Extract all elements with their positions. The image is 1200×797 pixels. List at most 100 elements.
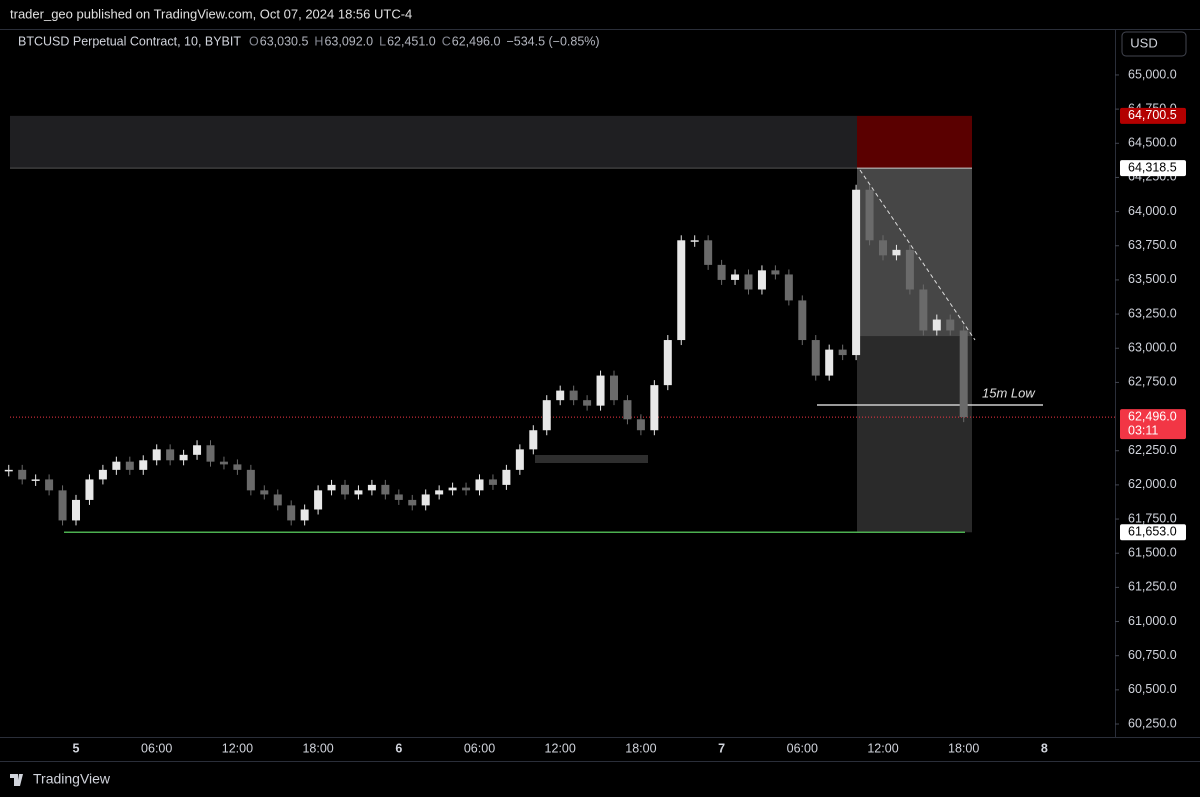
candle: [166, 449, 175, 461]
x-tick-label: 12:00: [867, 741, 898, 755]
candle: [394, 494, 403, 500]
stop-zone: [857, 115, 972, 169]
currency-label[interactable]: USD: [1130, 35, 1157, 50]
ohlc-key: L: [379, 34, 386, 48]
candle: [381, 484, 390, 495]
candle: [757, 270, 766, 290]
price-label: 62,496.0: [1128, 409, 1177, 423]
y-tick-label: 61,750.0: [1128, 511, 1177, 525]
y-tick-label: 61,000.0: [1128, 614, 1177, 628]
countdown: 03:11: [1128, 423, 1158, 437]
candle: [367, 484, 376, 491]
candle: [946, 319, 955, 331]
x-tick-label: 12:00: [545, 741, 576, 755]
candle: [717, 264, 726, 280]
x-tick-label: 06:00: [787, 741, 818, 755]
candle: [219, 461, 228, 465]
ohlc-value: 63,092.0: [324, 34, 373, 48]
symbol: BTCUSD Perpetual Contract, 10, BYBIT: [18, 34, 241, 48]
candle: [529, 430, 538, 450]
ohlc-key: C: [442, 34, 451, 48]
y-tick-label: 63,500.0: [1128, 272, 1177, 286]
candle: [300, 509, 309, 521]
candle: [260, 490, 269, 495]
candle: [636, 419, 645, 431]
price-label-box: [1120, 409, 1186, 440]
candle: [784, 274, 793, 301]
candle: [932, 319, 941, 331]
candle: [327, 484, 336, 491]
candle: [623, 400, 632, 420]
y-tick-label: 64,500.0: [1128, 136, 1177, 150]
candle: [72, 499, 80, 521]
price-label: 61,653.0: [1128, 525, 1177, 539]
ohlc-key: H: [314, 34, 323, 48]
y-tick-label: 62,000.0: [1128, 477, 1177, 491]
price-label: 64,700.5: [1128, 108, 1177, 122]
y-tick-label: 63,750.0: [1128, 238, 1177, 252]
candle: [959, 330, 968, 418]
candle: [273, 494, 282, 506]
range-box: [535, 455, 648, 463]
candle: [85, 479, 94, 500]
y-tick-label: 65,000.0: [1128, 67, 1177, 81]
candle: [596, 375, 605, 406]
candle: [341, 484, 349, 495]
brand-logo: [10, 774, 23, 786]
candle: [569, 390, 578, 401]
candle: [435, 490, 444, 495]
candle: [515, 449, 524, 470]
x-tick-label: 8: [1041, 741, 1048, 755]
candle: [610, 375, 618, 401]
x-tick-label: 06:00: [141, 741, 172, 755]
candle: [246, 469, 255, 491]
publisher: trader_geo published on TradingView.com,…: [10, 6, 412, 21]
currency-button[interactable]: [1121, 31, 1187, 57]
candle: [287, 505, 296, 521]
candle: [838, 349, 847, 356]
candle: [421, 494, 430, 506]
y-tick-label: 63,000.0: [1128, 341, 1177, 355]
candle: [233, 464, 242, 470]
y-tick-label: 61,500.0: [1128, 546, 1177, 560]
candle: [475, 479, 484, 491]
candle: [798, 300, 807, 341]
price-label-box: [1120, 524, 1186, 541]
candle: [542, 400, 551, 431]
ohlc-key: O: [249, 34, 259, 48]
candle: [865, 189, 874, 241]
candle: [650, 385, 659, 431]
zone: [10, 115, 857, 169]
candle: [731, 274, 740, 280]
candle: [905, 249, 914, 290]
candle: [502, 469, 511, 485]
candle: [663, 340, 672, 386]
candle: [919, 289, 928, 331]
x-tick-label: 12:00: [222, 741, 253, 755]
candle: [18, 469, 27, 480]
candle: [825, 349, 834, 376]
candle: [139, 460, 148, 470]
candle: [206, 445, 215, 462]
candle: [45, 479, 54, 491]
change: −534.5 (−0.85%): [506, 34, 599, 48]
candle: [31, 479, 40, 481]
candle: [354, 490, 363, 495]
price-label: 64,318.5: [1128, 160, 1177, 174]
x-tick-label: 5: [73, 741, 80, 755]
trend-line: [859, 169, 976, 341]
candle: [448, 487, 457, 491]
candle: [314, 490, 323, 510]
y-tick-label: 63,250.0: [1128, 306, 1177, 320]
y-tick-label: 61,250.0: [1128, 580, 1177, 594]
y-tick-label: 60,250.0: [1128, 716, 1177, 730]
candle: [556, 390, 565, 401]
y-tick-label: 64,000.0: [1128, 204, 1177, 218]
candle: [690, 240, 699, 242]
candle: [811, 340, 820, 376]
y-tick-label: 62,250.0: [1128, 443, 1177, 457]
y-tick-label: 60,500.0: [1128, 682, 1177, 696]
x-tick-label: 18:00: [625, 741, 656, 755]
